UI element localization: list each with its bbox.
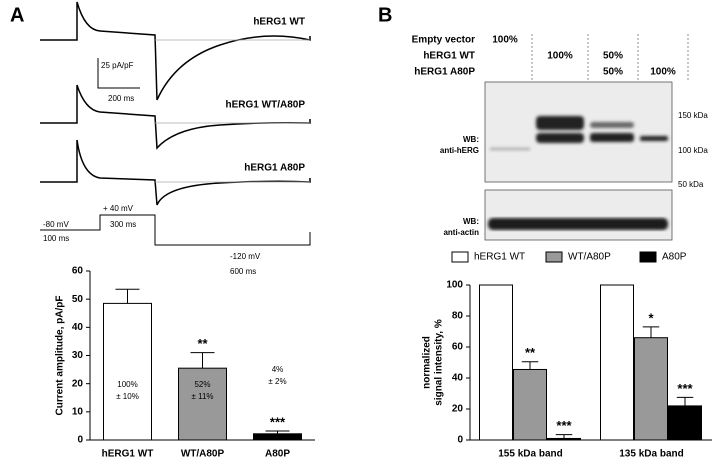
bar bbox=[668, 405, 702, 441]
y-tick-label: 0 bbox=[77, 435, 83, 446]
y-axis-label: signal intensity, % bbox=[434, 319, 445, 406]
error-bar bbox=[676, 396, 694, 406]
legend-swatch bbox=[545, 251, 563, 263]
y-tick-label: 30 bbox=[72, 350, 84, 361]
y-tick-label: 60 bbox=[452, 342, 464, 353]
y-tick-label: 40 bbox=[452, 373, 464, 384]
trace-label: hERG1 A80P bbox=[244, 163, 305, 174]
bar bbox=[479, 284, 513, 441]
baselines bbox=[155, 39, 310, 183]
significance: ** bbox=[525, 345, 536, 360]
protocol-label: -120 mV bbox=[230, 252, 261, 261]
wb-label: anti-actin bbox=[443, 228, 479, 237]
cell: 50% bbox=[603, 67, 623, 78]
bar bbox=[547, 437, 581, 441]
protocol-label: 600 ms bbox=[230, 267, 256, 276]
annotation: ± 11% bbox=[191, 392, 213, 401]
traces bbox=[40, 1, 311, 246]
blot-actin bbox=[484, 189, 673, 241]
cell: 100% bbox=[547, 51, 573, 62]
error-bar bbox=[190, 352, 215, 369]
scale-bar bbox=[97, 58, 140, 89]
error-bar bbox=[521, 361, 539, 370]
wb-label: anti-hERG bbox=[440, 146, 479, 155]
y-tick-label: 10 bbox=[72, 406, 84, 417]
significance: ** bbox=[197, 336, 208, 351]
scale-label: 25 pA/pF bbox=[101, 61, 134, 70]
bar bbox=[634, 337, 668, 441]
protocol-label: 100 ms bbox=[43, 234, 69, 243]
scale-label: 200 ms bbox=[108, 94, 134, 103]
row-label: hERG1 A80P bbox=[414, 67, 475, 78]
trace-label: hERG1 WT bbox=[253, 17, 305, 28]
marker-label: 50 kDa bbox=[678, 180, 704, 189]
annotation: 52% bbox=[194, 380, 210, 389]
row-label: Empty vector bbox=[412, 35, 475, 46]
bar bbox=[178, 367, 227, 441]
significance: *** bbox=[556, 418, 572, 433]
legend-label: hERG1 WT bbox=[474, 252, 525, 263]
cell: 50% bbox=[603, 51, 623, 62]
protocol-label: -80 mV bbox=[43, 220, 69, 229]
y-tick-label: 80 bbox=[452, 311, 464, 322]
bar bbox=[513, 368, 547, 441]
y-axis-label: normalized bbox=[422, 336, 433, 389]
marker-label: 150 kDa bbox=[678, 111, 708, 120]
y-axis-label: Current amplitude, pA/pF bbox=[55, 296, 66, 416]
y-tick-label: 40 bbox=[72, 322, 84, 333]
panel-label: B bbox=[378, 4, 392, 26]
y-tick-label: 20 bbox=[452, 404, 464, 415]
y-tick-label: 0 bbox=[457, 435, 463, 446]
y-tick-label: 20 bbox=[72, 378, 84, 389]
significance: *** bbox=[677, 381, 693, 396]
legend-label: WT/A80P bbox=[568, 252, 611, 263]
x-tick-label: 155 kDa band bbox=[498, 449, 562, 460]
cell: 100% bbox=[492, 35, 518, 46]
trace bbox=[40, 1, 311, 101]
legend-swatch bbox=[639, 251, 657, 263]
trace bbox=[40, 139, 311, 206]
cell: 100% bbox=[650, 67, 676, 78]
legend-swatch bbox=[451, 251, 469, 263]
x-tick-label: 135 kDa band bbox=[619, 449, 683, 460]
x-tick-label: A80P bbox=[265, 449, 290, 460]
y-tick-label: 50 bbox=[72, 294, 84, 305]
error-bar bbox=[555, 434, 573, 439]
panel-label: A bbox=[10, 4, 24, 26]
annotation: 100% bbox=[117, 380, 137, 389]
error-bar bbox=[115, 288, 140, 304]
annotation: ± 10% bbox=[116, 392, 139, 401]
error-bar bbox=[642, 326, 660, 338]
x-tick-label: hERG1 WT bbox=[102, 449, 154, 460]
x-tick-label: WT/A80P bbox=[181, 449, 225, 460]
bar bbox=[600, 284, 634, 441]
annotation: 4% bbox=[272, 365, 284, 374]
protocol-label: 300 ms bbox=[110, 220, 136, 229]
error-bar bbox=[265, 430, 290, 434]
row-label: hERG1 WT bbox=[423, 51, 475, 62]
trace bbox=[40, 84, 311, 150]
marker-label: 100 kDa bbox=[678, 146, 708, 155]
legend-label: A80P bbox=[662, 252, 687, 263]
y-tick-label: 100 bbox=[446, 280, 463, 291]
wb-label: WB: bbox=[463, 217, 479, 226]
blot-herg bbox=[484, 81, 673, 183]
significance: * bbox=[648, 310, 654, 325]
bar bbox=[103, 302, 152, 441]
annotation: ± 2% bbox=[268, 377, 286, 386]
wb-label: WB: bbox=[463, 135, 479, 144]
protocol bbox=[40, 214, 311, 246]
trace-label: hERG1 WT/A80P bbox=[226, 100, 306, 111]
significance: *** bbox=[270, 414, 286, 429]
y-tick-label: 60 bbox=[72, 266, 84, 277]
bar bbox=[253, 433, 302, 441]
protocol-label: + 40 mV bbox=[103, 204, 134, 213]
